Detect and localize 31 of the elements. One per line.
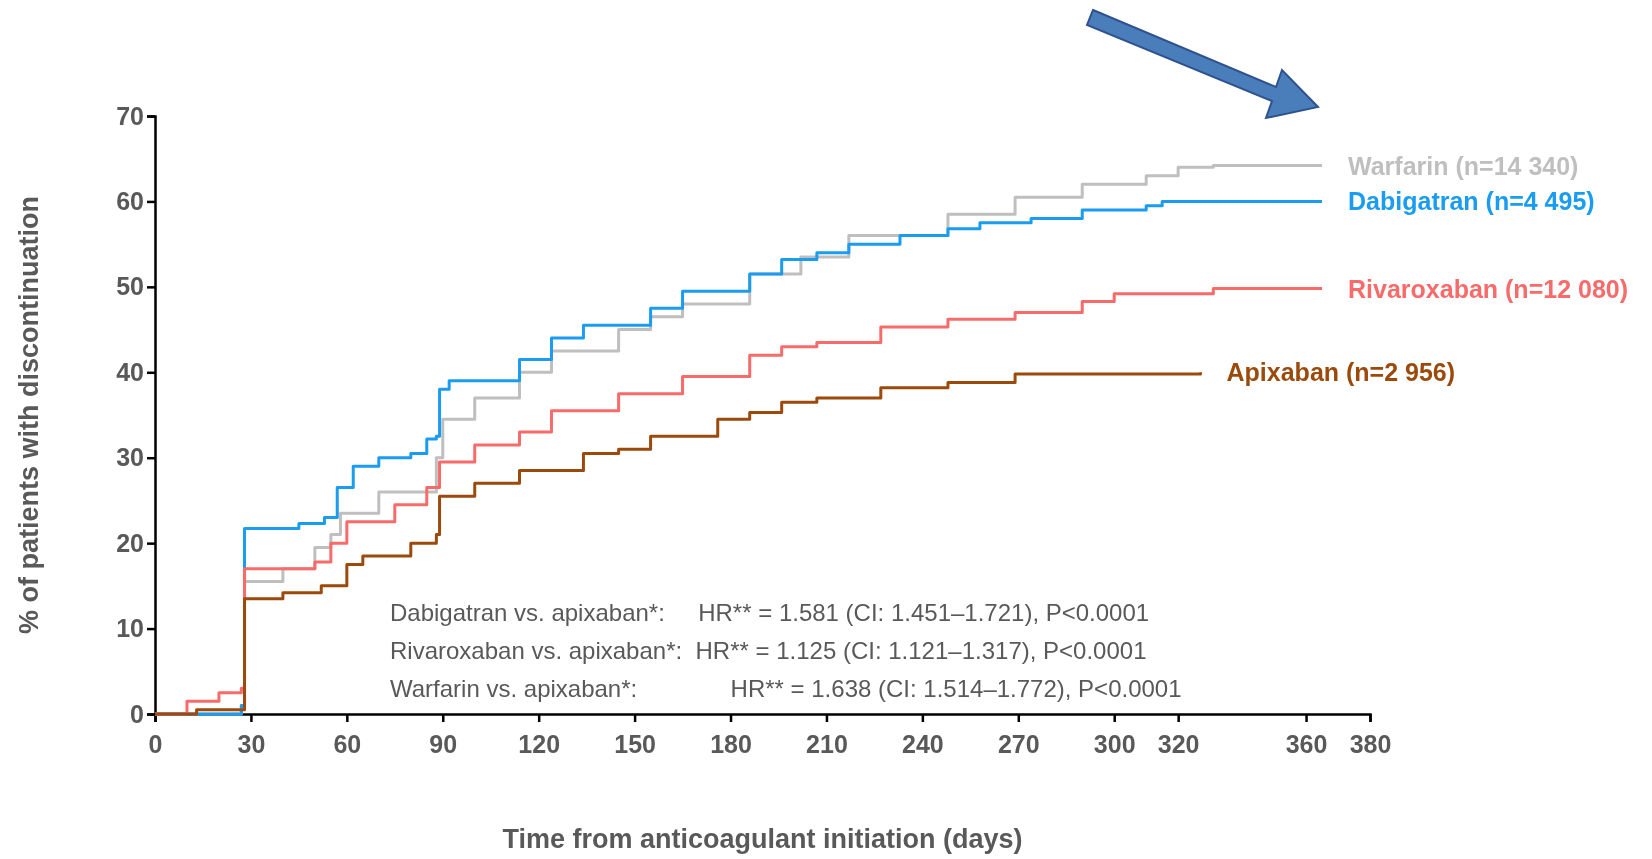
x-tick-label: 300 <box>1093 729 1136 758</box>
y-tick-label: 70 <box>116 101 144 130</box>
annotation: Warfarin vs. apixaban*: HR** = 1.638 (CI: 1.514–1.772), P<0.0001 <box>390 675 1182 702</box>
x-tick-label: 120 <box>518 729 561 758</box>
x-tick-label: 180 <box>710 729 752 758</box>
y-tick-label: 60 <box>116 186 144 215</box>
x-tick-label: 90 <box>429 729 458 758</box>
x-tick-label: 0 <box>148 729 163 758</box>
y-tick-label: 20 <box>116 528 144 557</box>
x-tick-label: 320 <box>1157 729 1200 758</box>
x-tick-label: 60 <box>333 729 362 758</box>
series-label: Dabigatran (n=4 495) <box>1348 187 1595 216</box>
annotation: Dabigatran vs. apixaban*: HR** = 1.581 (CI: 1.451–1.721), P<0.0001 <box>390 599 1150 626</box>
x-tick-label: 380 <box>1349 729 1392 758</box>
y-axis-title: % of patients with discontinuation <box>14 196 44 634</box>
x-tick-label: 150 <box>614 729 656 758</box>
series-label: Warfarin (n=14 340) <box>1348 151 1579 180</box>
x-tick-label: 270 <box>997 729 1040 758</box>
series-label: Rivaroxaban (n=12 080) <box>1348 274 1629 303</box>
y-tick-label: 10 <box>116 614 144 643</box>
y-tick-label: 40 <box>116 357 144 386</box>
y-tick-label: 0 <box>130 699 144 728</box>
x-tick-label: 210 <box>806 729 848 758</box>
x-axis-title: Time from anticoagulant initiation (days) <box>502 824 1023 854</box>
y-tick-label: 30 <box>116 443 144 472</box>
x-tick-label: 30 <box>237 729 266 758</box>
y-tick-label: 50 <box>116 272 144 301</box>
annotation: Rivaroxaban vs. apixaban*: HR** = 1.125 (CI: 1.121–1.317), P<0.0001 <box>390 637 1147 664</box>
series-label: Apixaban (n=2 956) <box>1226 358 1456 387</box>
x-tick-label: 240 <box>902 729 944 758</box>
x-tick-label: 360 <box>1285 729 1328 758</box>
